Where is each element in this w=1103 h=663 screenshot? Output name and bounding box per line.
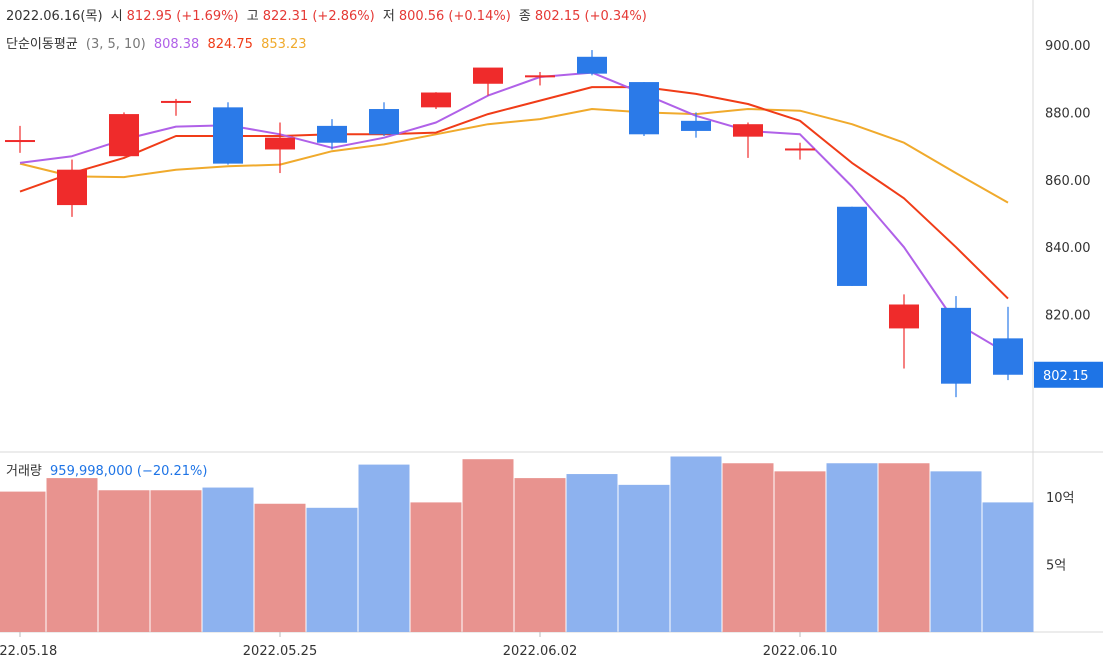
candle-body [993,338,1023,375]
volume-legend: 거래량 959,998,000 (−20.21%) [6,460,211,479]
ma-legend-params: (3, 5, 10) [85,37,146,52]
volume-bar [878,463,930,632]
volume-bar [462,459,514,632]
high-label: 고 [246,9,259,24]
volume-bar [358,464,410,632]
ma10-value: 853.23 [261,37,307,52]
candle-body [629,82,659,135]
open-label: 시 [110,9,123,24]
time-axis-label: 2022.05.25 [243,644,317,659]
ma10-line [19,108,1009,204]
volume-bar [46,478,98,632]
time-axis-label: 2022.06.10 [763,644,837,659]
volume-bar [722,463,774,632]
volume-bar [514,478,566,632]
current-price-label: 802.15 [1043,369,1089,384]
volume-bar [982,502,1034,632]
volume-bar [0,491,46,632]
volume-tick-label: 10억 [1046,491,1075,506]
volume-bar [670,456,722,632]
candle-body [109,114,139,157]
price-tick-label: 900.00 [1045,39,1091,54]
price-tick-label: 840.00 [1045,241,1091,256]
candle-body [525,75,555,78]
volume-bar [930,471,982,632]
current-price-badge [1034,361,1103,388]
ohlc-header: 2022.06.16(목) 시 812.95 (+1.69%) 고 822.31 (… [6,5,651,24]
candle-body [941,307,971,384]
candle-body [785,148,815,151]
candle-body [473,67,503,84]
ma3-value: 808.38 [153,37,200,52]
low-value: 800.56 (+0.14%) [398,9,511,24]
ma3-line [19,71,1009,355]
ma-legend-label: 단순이동평균 [6,37,78,52]
volume-bar [774,471,826,632]
volume-bar [150,490,202,632]
volume-bar [98,490,150,632]
price-tick-label: 880.00 [1045,106,1091,121]
candle-body [577,56,607,74]
date-label: 2022.06.16(목) [6,9,103,24]
time-axis-label: 2022.06.02 [503,644,577,659]
close-value: 802.15 (+0.34%) [534,9,647,24]
candle-body [733,124,763,137]
candle-body [57,169,87,206]
candle-body [213,107,243,164]
volume-bar [202,487,254,632]
ma5-line [19,86,1009,300]
volume-legend-value: 959,998,000 (−20.21%) [50,464,208,479]
volume-bar [306,507,358,632]
open-value: 812.95 (+1.69%) [126,9,239,24]
high-value: 822.31 (+2.86%) [262,9,375,24]
volume-bar [254,503,306,632]
ma-legend: 단순이동평균 (3, 5, 10) 808.38 824.75 853.23 [6,33,311,52]
time-axis-label: 2022.05.18 [0,644,57,659]
candle-body [5,140,35,143]
candle-body [421,92,451,108]
price-tick-label: 820.00 [1045,309,1091,324]
candle-body [837,206,867,286]
candle-body [265,137,295,150]
price-tick-label: 860.00 [1045,174,1091,189]
volume-legend-label: 거래량 [6,464,42,479]
volume-bar [410,502,462,632]
candle-body [161,100,191,103]
volume-tick-label: 5억 [1046,559,1066,574]
candle-body [681,120,711,131]
volume-bar [618,484,670,632]
close-label: 종 [518,9,531,24]
candle-body [889,304,919,329]
candle-body [317,125,347,143]
candle-body [369,109,399,135]
low-label: 저 [382,9,395,24]
volume-bar [566,474,618,632]
ma5-value: 824.75 [207,37,253,52]
volume-bar [826,463,878,632]
